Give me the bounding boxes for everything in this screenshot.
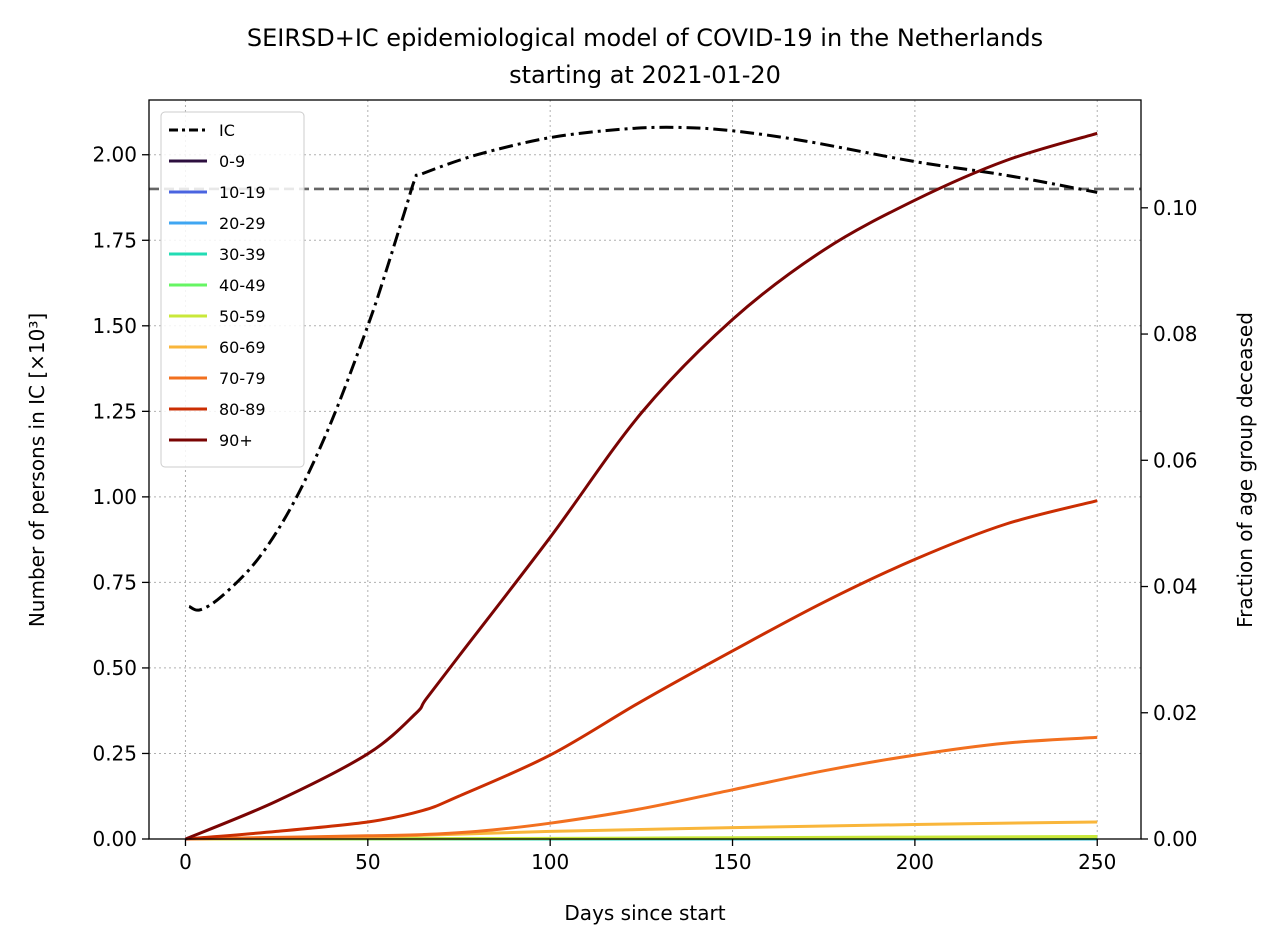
y-left-tick-label: 1.25 — [92, 399, 137, 423]
y-right-tick-label: 0.10 — [1153, 196, 1198, 220]
x-tick-label: 100 — [531, 850, 569, 874]
legend-label: 0-9 — [219, 152, 245, 171]
legend-label: 20-29 — [219, 214, 266, 233]
y-right-tick-label: 0.02 — [1153, 701, 1198, 725]
y-right-tick-label: 0.00 — [1153, 827, 1198, 851]
legend-label: 40-49 — [219, 276, 266, 295]
series-line-70-79 — [185, 735, 1098, 841]
y-left-axis-label: Number of persons in IC [×10³] — [25, 313, 49, 627]
legend: IC 0-9 10-19 20-29 30-39 40-49 50-59 60-69 70-79… — [160, 111, 305, 468]
legend-label: 10-19 — [219, 183, 266, 202]
y-left-tick-label: 0.75 — [92, 570, 137, 594]
x-tick-label: 50 — [355, 850, 380, 874]
series-line-IC — [188, 125, 1098, 612]
series-line-80-89 — [185, 499, 1098, 841]
x-tick-label: 200 — [896, 850, 934, 874]
y-left-tick-label: 1.75 — [92, 228, 137, 252]
legend-label: IC — [219, 121, 235, 140]
y-right-tick-label: 0.06 — [1153, 448, 1198, 472]
y-right-tick-label: 0.04 — [1153, 575, 1198, 599]
y-left-tick-label: 2.00 — [92, 143, 137, 167]
x-axis-label: Days since start — [564, 901, 725, 925]
y-right-axis-ticks: 0.00 0.02 0.04 0.06 0.08 0.10 — [1141, 196, 1198, 851]
plot-frame — [148, 99, 1142, 840]
legend-label: 80-89 — [219, 400, 266, 419]
y-left-tick-label: 0.25 — [92, 741, 137, 765]
y-left-tick-label: 1.00 — [92, 485, 137, 509]
legend-label: 30-39 — [219, 245, 266, 264]
y-left-tick-label: 0.50 — [92, 656, 137, 680]
chart-title: SEIRSD+IC epidemiological model of COVID… — [247, 24, 1043, 52]
y-right-tick-label: 0.08 — [1153, 322, 1198, 346]
legend-label: 50-59 — [219, 307, 266, 326]
y-left-axis-ticks: 0.00 0.25 0.50 0.75 1.00 1.25 1.50 1.75 2.00 — [92, 143, 149, 851]
x-axis-ticks: 0 50 100 150 200 250 — [179, 839, 1116, 874]
series-line-90+ — [184, 131, 1098, 841]
x-tick-label: 150 — [713, 850, 751, 874]
x-tick-label: 250 — [1078, 850, 1116, 874]
legend-label: 90+ — [219, 431, 253, 450]
legend-label: 60-69 — [219, 338, 266, 357]
chart-subtitle: starting at 2021-01-20 — [509, 61, 781, 89]
y-left-tick-label: 1.50 — [92, 314, 137, 338]
legend-label: 70-79 — [219, 369, 266, 388]
y-left-tick-label: 0.00 — [92, 827, 137, 851]
x-tick-label: 0 — [179, 850, 192, 874]
y-right-axis-label: Fraction of age group deceased — [1233, 312, 1257, 628]
